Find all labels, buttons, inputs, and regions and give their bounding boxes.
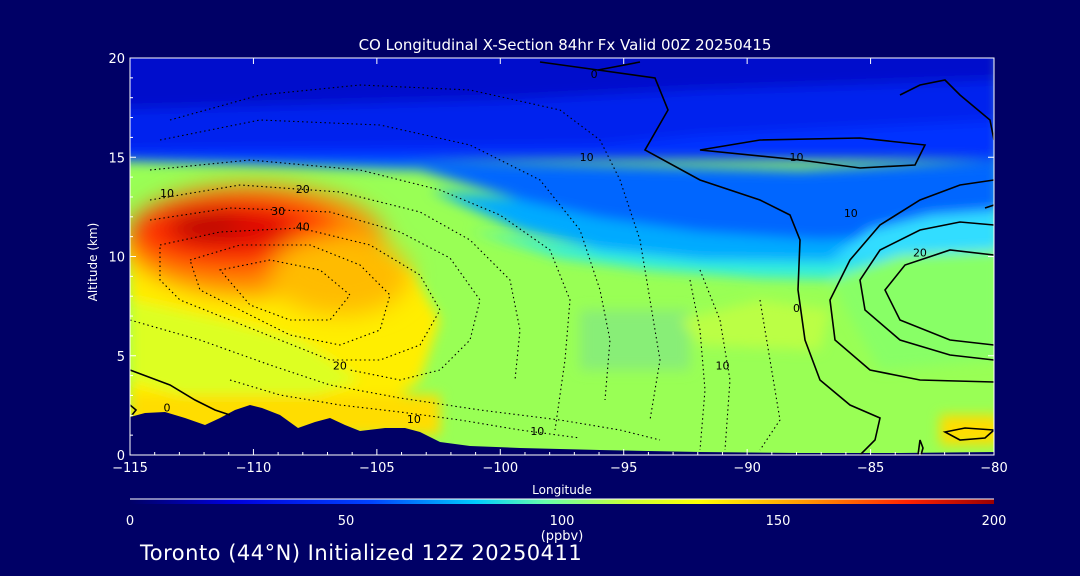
x-tick-label: −105 — [359, 461, 395, 476]
colorbar — [130, 499, 994, 504]
x-tick-label: −95 — [610, 461, 637, 476]
contours — [130, 61, 994, 455]
colorbar-tick-label: 50 — [338, 514, 355, 529]
contour-label: 10 — [844, 207, 858, 220]
y-tick-label: 20 — [108, 52, 125, 67]
contour-label: 0 — [164, 401, 171, 414]
colorbar-tick-label: 200 — [982, 514, 1007, 529]
contour-label: 10 — [160, 187, 174, 200]
contour-label: 40 — [296, 221, 310, 234]
colorbar-tick-label: 0 — [126, 514, 134, 529]
y-tick-label: 15 — [108, 151, 125, 166]
x-tick-label: −85 — [857, 461, 884, 476]
y-axis: 0 5 10 15 20 — [108, 52, 994, 464]
y-tick-label: 5 — [117, 350, 125, 365]
contour-label: 0 — [591, 68, 598, 81]
contour-label: 10 — [715, 360, 729, 373]
y-axis-label: Altitude (km) — [86, 223, 100, 302]
concentration-field — [130, 58, 994, 455]
contour-label: 10 — [530, 425, 544, 438]
footer-caption: Toronto (44°N) Initialized 12Z 20250411 — [140, 541, 583, 565]
contour-label: 20 — [913, 247, 927, 260]
colorbar-unit: (ppbv) — [541, 529, 584, 544]
contour-label: 20 — [333, 360, 347, 373]
terrain — [130, 405, 994, 455]
contour-label: 10 — [407, 413, 421, 426]
colorbar-ticks: 0 50 100 150 200 — [126, 514, 1007, 529]
x-tick-label: −110 — [236, 461, 272, 476]
contour-label: 0 — [793, 302, 800, 315]
x-axis: −115 −110 −105 −100 −95 −90 −85 −80 — [112, 58, 1008, 476]
x-tick-label: −80 — [980, 461, 1007, 476]
contour-label: 10 — [580, 151, 594, 164]
x-tick-label: −90 — [733, 461, 760, 476]
contour-labels: 0 10 10 20 10 10 20 30 40 0 10 20 10 10 0 — [160, 68, 927, 438]
contour-label: 30 — [271, 205, 285, 218]
contour-label: 10 — [790, 151, 804, 164]
contour-label: 20 — [296, 183, 310, 196]
colorbar-tick-label: 100 — [550, 514, 575, 529]
colorbar-tick-label: 150 — [766, 514, 791, 529]
x-tick-label: −100 — [482, 461, 518, 476]
y-tick-label: 0 — [117, 449, 125, 464]
x-tick-label: −115 — [112, 461, 148, 476]
chart-title: CO Longitudinal X-Section 84hr Fx Valid … — [359, 36, 772, 54]
y-tick-label: 10 — [108, 251, 125, 266]
x-axis-label: Longitude — [532, 483, 592, 497]
